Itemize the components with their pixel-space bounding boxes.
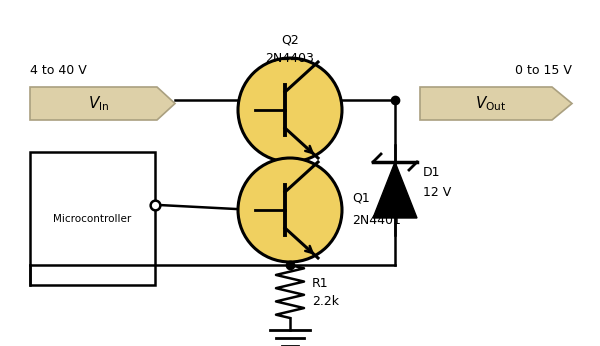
Circle shape [238,158,342,262]
Text: 12 V: 12 V [423,186,451,200]
Text: 0 to 15 V: 0 to 15 V [515,64,572,76]
Polygon shape [30,87,175,120]
Text: Microcontroller: Microcontroller [53,213,131,224]
Text: Q1: Q1 [352,191,370,204]
Text: $V_{\mathregular{In}}$: $V_{\mathregular{In}}$ [88,94,109,113]
Text: 2N4401: 2N4401 [352,213,401,227]
Text: 4 to 40 V: 4 to 40 V [30,64,87,76]
Circle shape [238,58,342,162]
Text: D1: D1 [423,165,440,179]
Text: 2N4403: 2N4403 [266,52,314,64]
Polygon shape [420,87,572,120]
Text: $V_{\mathregular{Out}}$: $V_{\mathregular{Out}}$ [475,94,507,113]
FancyBboxPatch shape [30,152,155,285]
Text: Q2: Q2 [281,34,299,46]
Polygon shape [373,162,417,218]
Text: R1: R1 [312,277,329,290]
Text: 2.2k: 2.2k [312,295,339,308]
